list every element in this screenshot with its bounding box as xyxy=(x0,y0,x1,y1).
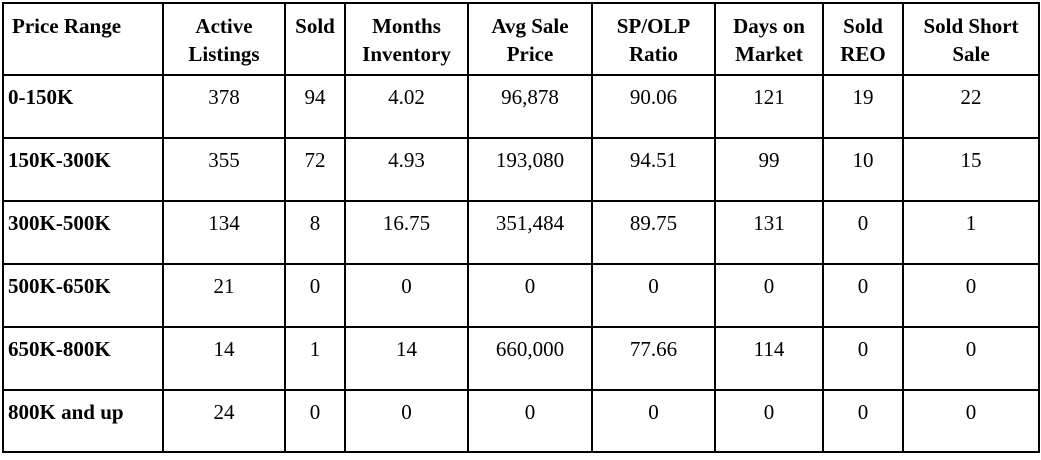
cell-sold-reo: 0 xyxy=(822,389,904,453)
cell-sold: 1 xyxy=(284,326,346,391)
cell-sold-short-sale: 15 xyxy=(902,137,1040,202)
cell-sold: 72 xyxy=(284,137,346,202)
header-sold-reo: Sold REO xyxy=(822,2,904,76)
cell-active-listings: 14 xyxy=(162,326,286,391)
table-row: 650K-800K 14 1 14 660,000 77.66 114 0 0 xyxy=(2,326,1040,391)
cell-active-listings: 24 xyxy=(162,389,286,453)
header-avg-sale-price: Avg Sale Price xyxy=(467,2,593,76)
cell-days-on-market: 114 xyxy=(714,326,824,391)
cell-sold: 94 xyxy=(284,74,346,139)
cell-sold-reo: 19 xyxy=(822,74,904,139)
cell-months-inventory: 16.75 xyxy=(344,200,469,265)
cell-avg-sale-price: 660,000 xyxy=(467,326,593,391)
table-body: 0-150K 378 94 4.02 96,878 90.06 121 19 2… xyxy=(2,74,1040,453)
cell-sp-olp-ratio: 0 xyxy=(591,263,716,328)
market-stats-table: Price Range Active Listings Sold Months … xyxy=(2,2,1040,453)
table-row: 500K-650K 21 0 0 0 0 0 0 0 xyxy=(2,263,1040,328)
cell-avg-sale-price: 0 xyxy=(467,263,593,328)
cell-sold-reo: 0 xyxy=(822,200,904,265)
cell-days-on-market: 121 xyxy=(714,74,824,139)
cell-price-range: 300K-500K xyxy=(2,200,164,265)
cell-avg-sale-price: 96,878 xyxy=(467,74,593,139)
cell-months-inventory: 4.02 xyxy=(344,74,469,139)
cell-active-listings: 355 xyxy=(162,137,286,202)
table-row: 0-150K 378 94 4.02 96,878 90.06 121 19 2… xyxy=(2,74,1040,139)
cell-active-listings: 21 xyxy=(162,263,286,328)
cell-sold-reo: 0 xyxy=(822,326,904,391)
header-row: Price Range Active Listings Sold Months … xyxy=(2,2,1040,76)
cell-days-on-market: 131 xyxy=(714,200,824,265)
cell-sold-short-sale: 0 xyxy=(902,389,1040,453)
table-row: 300K-500K 134 8 16.75 351,484 89.75 131 … xyxy=(2,200,1040,265)
cell-sold: 0 xyxy=(284,263,346,328)
cell-months-inventory: 0 xyxy=(344,389,469,453)
cell-sold: 0 xyxy=(284,389,346,453)
cell-avg-sale-price: 193,080 xyxy=(467,137,593,202)
cell-sp-olp-ratio: 77.66 xyxy=(591,326,716,391)
cell-sp-olp-ratio: 94.51 xyxy=(591,137,716,202)
cell-price-range: 650K-800K xyxy=(2,326,164,391)
cell-price-range: 800K and up xyxy=(2,389,164,453)
header-days-on-market: Days on Market xyxy=(714,2,824,76)
cell-active-listings: 134 xyxy=(162,200,286,265)
cell-sold-short-sale: 22 xyxy=(902,74,1040,139)
cell-sp-olp-ratio: 89.75 xyxy=(591,200,716,265)
cell-sold-short-sale: 0 xyxy=(902,263,1040,328)
cell-months-inventory: 0 xyxy=(344,263,469,328)
table-row: 800K and up 24 0 0 0 0 0 0 0 xyxy=(2,389,1040,453)
header-sold-short-sale: Sold Short Sale xyxy=(902,2,1040,76)
cell-months-inventory: 4.93 xyxy=(344,137,469,202)
header-active-listings: Active Listings xyxy=(162,2,286,76)
header-months-inventory: Months Inventory xyxy=(344,2,469,76)
cell-sold-reo: 10 xyxy=(822,137,904,202)
table-row: 150K-300K 355 72 4.93 193,080 94.51 99 1… xyxy=(2,137,1040,202)
cell-sold-short-sale: 0 xyxy=(902,326,1040,391)
cell-sp-olp-ratio: 0 xyxy=(591,389,716,453)
header-sold: Sold xyxy=(284,2,346,76)
cell-price-range: 150K-300K xyxy=(2,137,164,202)
cell-price-range: 500K-650K xyxy=(2,263,164,328)
cell-active-listings: 378 xyxy=(162,74,286,139)
cell-avg-sale-price: 351,484 xyxy=(467,200,593,265)
cell-days-on-market: 99 xyxy=(714,137,824,202)
cell-price-range: 0-150K xyxy=(2,74,164,139)
cell-sold-reo: 0 xyxy=(822,263,904,328)
cell-days-on-market: 0 xyxy=(714,263,824,328)
cell-avg-sale-price: 0 xyxy=(467,389,593,453)
table-header: Price Range Active Listings Sold Months … xyxy=(2,2,1040,76)
cell-sold: 8 xyxy=(284,200,346,265)
header-sp-olp-ratio: SP/OLP Ratio xyxy=(591,2,716,76)
cell-months-inventory: 14 xyxy=(344,326,469,391)
cell-days-on-market: 0 xyxy=(714,389,824,453)
cell-sp-olp-ratio: 90.06 xyxy=(591,74,716,139)
header-price-range: Price Range xyxy=(2,2,164,76)
cell-sold-short-sale: 1 xyxy=(902,200,1040,265)
